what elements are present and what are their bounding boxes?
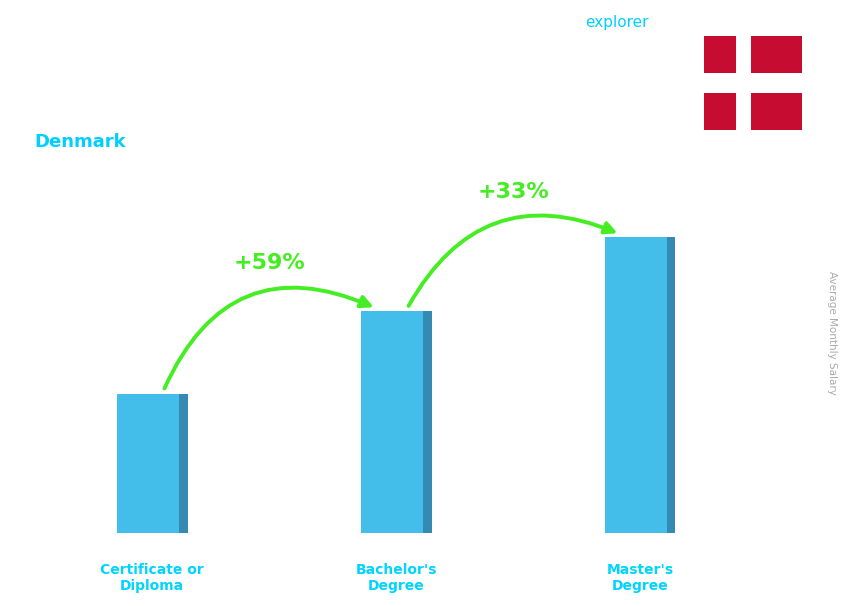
Text: Average Monthly Salary: Average Monthly Salary [827,271,837,395]
Text: Sales Engineer: Sales Engineer [34,85,168,103]
Text: Bachelor's
Degree: Bachelor's Degree [355,563,437,593]
Polygon shape [117,394,178,533]
Polygon shape [604,237,666,533]
Polygon shape [422,311,432,533]
Text: Salary Comparison By Education: Salary Comparison By Education [34,18,517,44]
Text: +59%: +59% [234,253,306,273]
Text: 55,200 DKK: 55,200 DKK [655,211,756,226]
Polygon shape [361,311,422,533]
Bar [735,36,751,130]
Polygon shape [666,237,676,533]
Polygon shape [178,394,188,533]
Text: Denmark: Denmark [34,133,126,152]
Text: Certificate or
Diploma: Certificate or Diploma [100,563,204,593]
Text: salary: salary [523,15,570,30]
Text: explorer: explorer [585,15,649,30]
Text: 41,400 DKK: 41,400 DKK [383,285,484,301]
Text: +33%: +33% [478,182,550,202]
Text: Master's
Degree: Master's Degree [607,563,674,593]
Text: 26,000 DKK: 26,000 DKK [39,368,139,383]
Text: .com: .com [659,15,696,30]
Bar [704,73,802,93]
